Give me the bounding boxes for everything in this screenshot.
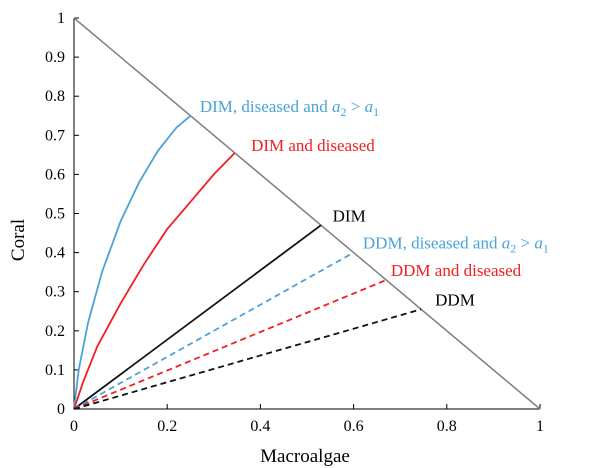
x-tick-label: 0.6 bbox=[344, 418, 364, 435]
x-tick-label: 0 bbox=[70, 418, 78, 435]
series-line-2 bbox=[73, 152, 236, 410]
annotation-text: DDM bbox=[435, 290, 475, 309]
annotation-variable: a bbox=[502, 234, 511, 253]
annotation-6: DDM bbox=[435, 290, 475, 309]
series-line-1 bbox=[73, 115, 192, 410]
annotation-subscript: 1 bbox=[373, 105, 379, 119]
annotation-variable: a bbox=[332, 97, 341, 116]
y-axis-title: Coral bbox=[8, 219, 29, 261]
annotation-operator: > bbox=[347, 97, 365, 116]
series-line-6 bbox=[73, 308, 422, 410]
y-tick-label: 0.1 bbox=[45, 362, 65, 379]
y-tick-label: 0.4 bbox=[45, 245, 65, 262]
y-tick-label: 0.8 bbox=[45, 88, 65, 105]
annotation-text: DIM and diseased bbox=[251, 136, 375, 155]
boundary-line bbox=[73, 17, 541, 410]
annotation-operator: > bbox=[516, 234, 534, 253]
y-tick-label: 0.3 bbox=[45, 284, 65, 301]
axes: 0 0.2 0.4 0.6 0.8 1 0 0.1 0.2 0.3 0.4 0.5 0.6 0.7 0.8 0… bbox=[45, 10, 544, 435]
y-tick-label: 0.2 bbox=[45, 323, 65, 340]
annotation-subscript: 1 bbox=[543, 242, 549, 256]
annotation-5: DDM and diseased bbox=[391, 261, 522, 280]
annotation-subscript: 2 bbox=[510, 242, 516, 256]
series-line-5 bbox=[73, 279, 387, 410]
y-tick-label: 0.7 bbox=[45, 127, 65, 144]
annotation-text: DDM, diseased and bbox=[363, 234, 502, 253]
x-tick-label: 0.4 bbox=[250, 418, 270, 435]
y-tick-label: 0 bbox=[57, 401, 65, 418]
x-tick-label: 0.2 bbox=[157, 418, 177, 435]
x-tick-label: 1 bbox=[536, 418, 544, 435]
annotation-variable: a bbox=[365, 97, 374, 116]
annotation-variable: a bbox=[534, 234, 543, 253]
annotation-4: DDM, diseased and a2 > a1 bbox=[363, 234, 549, 256]
y-tick-label: 0.6 bbox=[45, 166, 65, 183]
x-tick-label: 0.8 bbox=[437, 418, 457, 435]
series-line-3 bbox=[73, 224, 322, 410]
plot-area bbox=[73, 17, 541, 410]
y-tick-label: 0.9 bbox=[45, 49, 65, 66]
annotation-subscript: 2 bbox=[341, 105, 347, 119]
annotation-text: DIM bbox=[333, 206, 366, 225]
annotation-text: DIM, diseased and bbox=[200, 97, 332, 116]
annotation-2: DIM and diseased bbox=[251, 136, 375, 155]
y-tick-label: 1 bbox=[57, 10, 65, 27]
annotation-1: DIM, diseased and a2 > a1 bbox=[200, 97, 379, 119]
y-tick-label: 0.5 bbox=[45, 206, 65, 223]
x-axis-title: Macroalgae bbox=[260, 446, 350, 467]
annotation-3: DIM bbox=[333, 206, 366, 225]
series-line-4 bbox=[73, 251, 355, 410]
annotation-text: DDM and diseased bbox=[391, 261, 522, 280]
